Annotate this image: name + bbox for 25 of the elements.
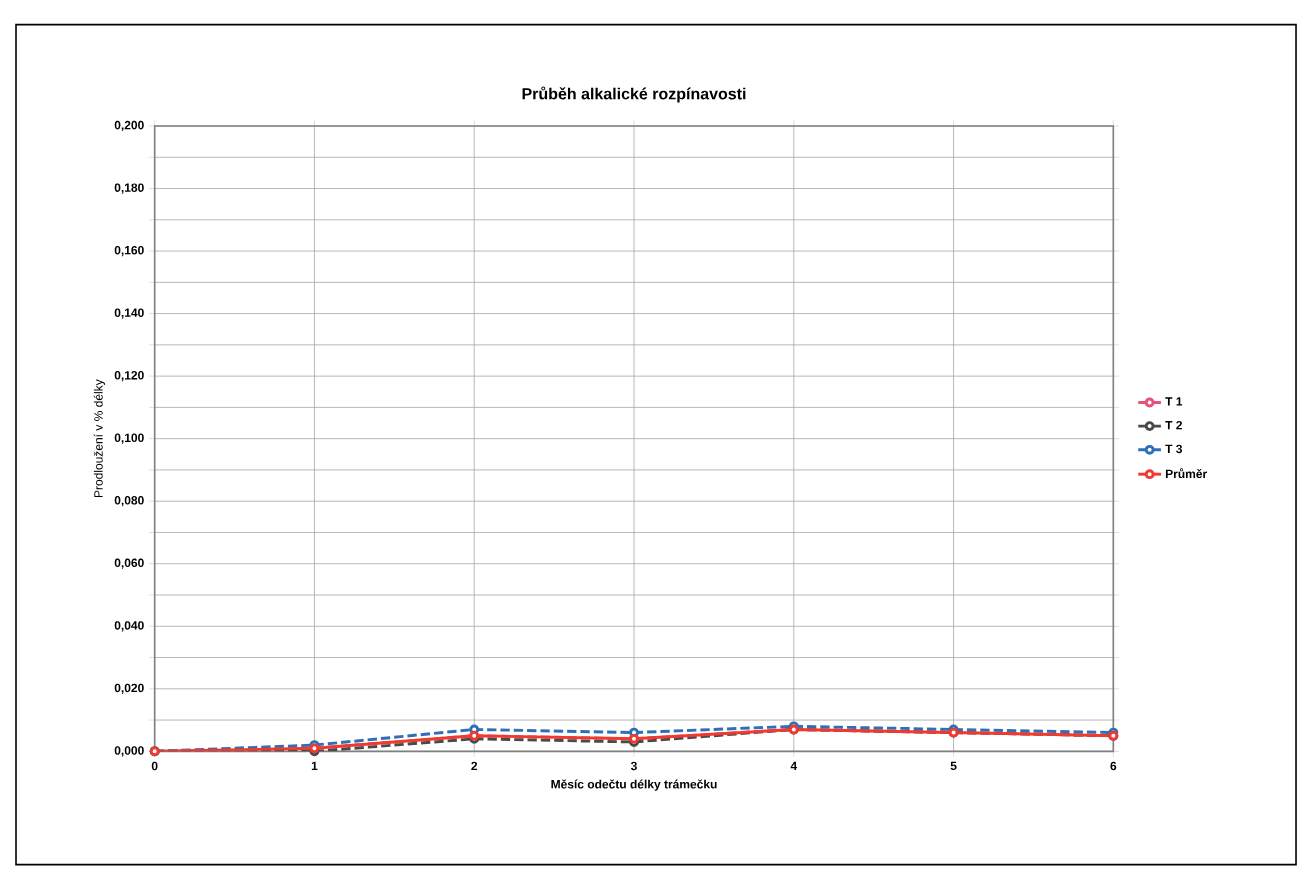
x-tick-label: 3 bbox=[630, 761, 637, 771]
y-tick-label: 0,120 bbox=[114, 371, 144, 382]
x-tick-label: 0 bbox=[151, 761, 158, 771]
x-axis-title: Měsíc odečtu délky trámečku bbox=[551, 779, 717, 791]
legend-label: Průměr bbox=[1165, 468, 1207, 479]
y-tick-label: 0,180 bbox=[114, 183, 144, 194]
y-tick-label: 0,160 bbox=[114, 245, 144, 257]
y-tick-label: 0,100 bbox=[114, 433, 144, 444]
legend-label: T 1 bbox=[1165, 397, 1183, 406]
y-tick-label: 0,020 bbox=[114, 683, 144, 694]
chart-title: Průběh alkalické rozpínavosti bbox=[522, 86, 746, 103]
y-tick-label: 0,140 bbox=[114, 308, 144, 319]
y-tick-label: 0,200 bbox=[114, 120, 144, 132]
y-tick-label: 0,000 bbox=[114, 746, 144, 757]
legend-label: T 2 bbox=[1165, 420, 1182, 430]
y-tick-label: 0,040 bbox=[114, 621, 144, 632]
x-tick-label: 4 bbox=[790, 761, 798, 770]
y-tick-label: 0,080 bbox=[114, 496, 144, 507]
x-tick-label: 6 bbox=[1110, 761, 1117, 771]
x-tick-label: 1 bbox=[311, 761, 318, 770]
y-tick-label: 0,060 bbox=[114, 558, 144, 569]
x-tick-label: 5 bbox=[950, 761, 957, 771]
x-tick-label: 2 bbox=[471, 761, 478, 771]
legend-label: T 3 bbox=[1165, 444, 1183, 454]
y-axis-title: Prodloužení v % délky bbox=[93, 379, 106, 498]
